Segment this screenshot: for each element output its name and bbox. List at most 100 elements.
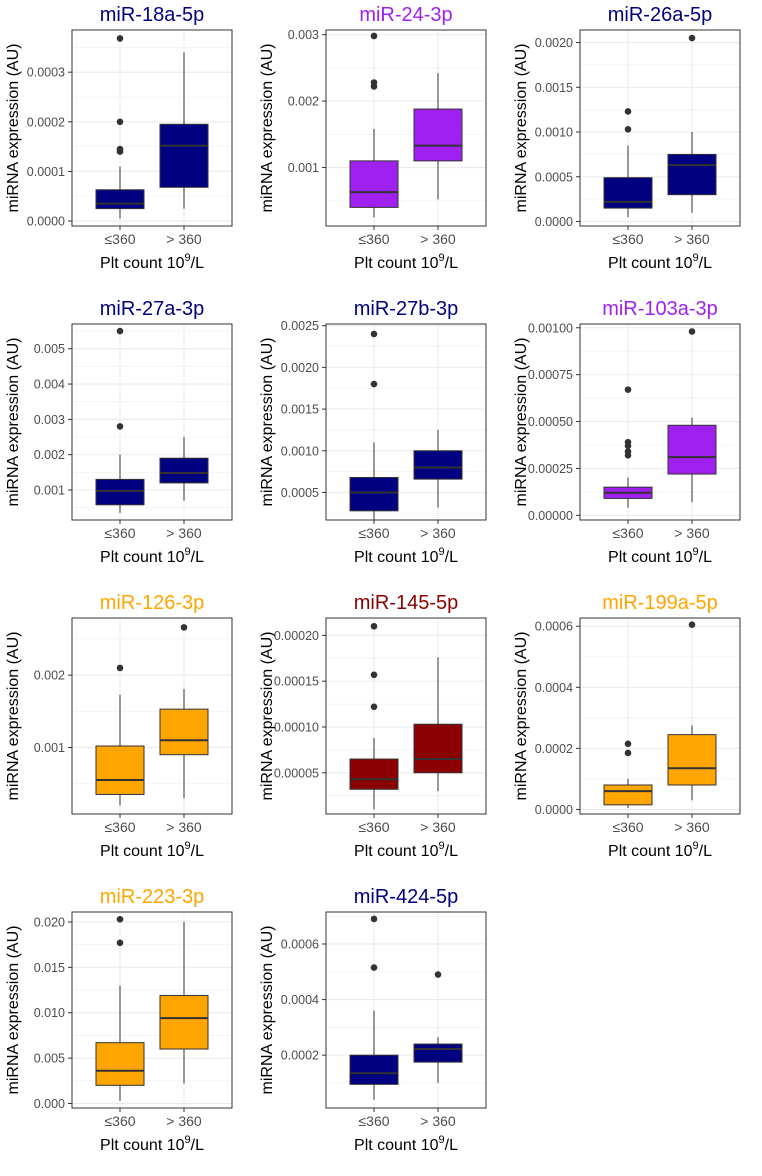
panel-mir-26a-5p: 0.0000 0.0005 0.0010 0.0015 0.0020 ≤360 > 360 m… bbox=[508, 0, 762, 294]
iqr-box bbox=[413, 1043, 463, 1063]
panel-title: miR-223-3p bbox=[100, 886, 204, 908]
boxplot-svg: 0.0002 0.0004 0.0006 ≤360 > 360 miR-424-5p Plt… bbox=[259, 886, 487, 1154]
y-tick-label: 0.0025 bbox=[281, 319, 319, 333]
y-axis-label: miRNA expression (AU) bbox=[5, 632, 22, 801]
y-axis-label: miRNA expression (AU) bbox=[5, 338, 22, 507]
y-tick-label: 0.00015 bbox=[274, 675, 319, 689]
y-tick-label: 0.0000 bbox=[535, 215, 573, 229]
x-tick-label: > 360 bbox=[420, 1113, 456, 1129]
x-axis-label: Plt count 109/L bbox=[354, 840, 458, 860]
iqr-box bbox=[603, 784, 653, 806]
outlier-point bbox=[688, 328, 696, 335]
y-tick-label: 0.0003 bbox=[27, 66, 65, 80]
y-tick-label: 0.00075 bbox=[528, 368, 573, 382]
y-tick-label: 0.0000 bbox=[535, 803, 573, 817]
outlier-point bbox=[370, 380, 378, 388]
iqr-box bbox=[349, 1054, 399, 1085]
outlier-point bbox=[116, 939, 124, 947]
outlier-point bbox=[688, 621, 696, 629]
plot-border bbox=[325, 911, 487, 1109]
panel-mir-103a-3p: 0.00000 0.00025 0.00050 0.00075 0.00100 ≤360 >… bbox=[508, 294, 762, 588]
panel-title: miR-27b-3p bbox=[354, 298, 458, 320]
y-tick-label: 0.00010 bbox=[274, 720, 319, 734]
box-low-plt bbox=[603, 108, 653, 218]
x-tick-label: ≤360 bbox=[104, 819, 135, 835]
box-high-plt bbox=[413, 657, 463, 792]
outlier-point bbox=[116, 423, 124, 430]
outlier-point bbox=[624, 386, 632, 393]
y-tick-label: 0.00100 bbox=[528, 321, 573, 335]
x-axis-label: Plt count 109/L bbox=[354, 1134, 458, 1154]
y-tick-label: 0.0005 bbox=[281, 486, 319, 500]
iqr-box bbox=[667, 424, 717, 475]
y-tick-label: 0.0004 bbox=[281, 993, 319, 1007]
box-low-plt bbox=[349, 330, 399, 524]
iqr-box bbox=[159, 457, 209, 484]
x-tick-label: > 360 bbox=[166, 1113, 202, 1129]
x-axis-label: Plt count 109/L bbox=[100, 252, 204, 272]
y-tick-label: 0.0002 bbox=[281, 1049, 319, 1063]
box-high-plt bbox=[667, 328, 717, 503]
x-tick-label: ≤360 bbox=[358, 525, 389, 541]
y-tick-label: 0.0015 bbox=[535, 81, 573, 95]
plot-border bbox=[71, 617, 233, 815]
x-tick-label: ≤360 bbox=[104, 1113, 135, 1129]
y-tick-label: 0.0002 bbox=[535, 742, 573, 756]
panel-title: miR-199a-5p bbox=[602, 592, 718, 614]
outlier-point bbox=[370, 32, 378, 40]
y-tick-label: 0.0010 bbox=[535, 126, 573, 140]
iqr-box bbox=[95, 189, 145, 210]
x-tick-label: ≤360 bbox=[612, 819, 643, 835]
boxplot-svg: 0.0000 0.0005 0.0010 0.0015 0.0020 ≤360 > 360 m… bbox=[513, 4, 741, 272]
x-axis-label: Plt count 109/L bbox=[100, 546, 204, 566]
outlier-point bbox=[116, 915, 124, 923]
outlier-point bbox=[370, 79, 378, 86]
y-tick-label: 0.0001 bbox=[27, 165, 65, 179]
x-axis-label: Plt count 109/L bbox=[608, 252, 712, 272]
box-high-plt bbox=[667, 34, 717, 213]
boxplot-svg: 0.0000 0.0001 0.0002 0.0003 ≤360 > 360 miR-18a… bbox=[5, 4, 233, 272]
y-tick-label: 0.001 bbox=[34, 741, 65, 755]
y-tick-label: 0.001 bbox=[288, 161, 319, 175]
outlier-point bbox=[624, 108, 632, 115]
x-tick-label: ≤360 bbox=[612, 231, 643, 247]
box-low-plt bbox=[603, 740, 653, 808]
y-axis-label: miRNA expression (AU) bbox=[259, 632, 276, 801]
panel-title: miR-26a-5p bbox=[608, 4, 712, 26]
iqr-box bbox=[667, 153, 717, 196]
box-high-plt bbox=[159, 437, 209, 501]
boxplot-svg: 0.001 0.002 ≤360 > 360 miR-126-3p Plt count 1… bbox=[5, 592, 233, 860]
y-axis-label: miRNA expression (AU) bbox=[513, 338, 530, 507]
y-tick-label: 0.002 bbox=[34, 669, 65, 683]
panel-title: miR-424-5p bbox=[354, 886, 458, 908]
y-tick-label: 0.0010 bbox=[281, 444, 319, 458]
panel-mir-223-3p: 0.000 0.005 0.010 0.015 0.020 ≤360 > 360 miR-22… bbox=[0, 882, 254, 1176]
box-high-plt bbox=[159, 52, 209, 209]
x-tick-label: > 360 bbox=[166, 819, 202, 835]
outlier-point bbox=[116, 664, 124, 672]
y-tick-label: 0.004 bbox=[34, 378, 65, 392]
boxplot-svg: 0.001 0.002 0.003 ≤360 > 360 miR-24-3p Plt cou… bbox=[259, 4, 487, 272]
plot-border bbox=[325, 617, 487, 815]
y-tick-label: 0.002 bbox=[288, 95, 319, 109]
panel-mir-199a-5p: 0.0000 0.0002 0.0004 0.0006 ≤360 > 360 miR-199… bbox=[508, 588, 762, 882]
panel-title: miR-126-3p bbox=[100, 592, 204, 614]
plot-border bbox=[325, 29, 487, 227]
panel-mir-27b-3p: 0.0005 0.0010 0.0015 0.0020 0.0025 ≤360 > 360 m… bbox=[254, 294, 508, 588]
y-tick-label: 0.00025 bbox=[528, 462, 573, 476]
iqr-box bbox=[95, 1042, 145, 1086]
y-tick-label: 0.020 bbox=[34, 915, 65, 929]
y-tick-label: 0.015 bbox=[34, 961, 65, 975]
box-low-plt bbox=[95, 915, 145, 1101]
outlier-point bbox=[116, 118, 124, 126]
y-tick-label: 0.000 bbox=[34, 1097, 65, 1111]
x-axis-label: Plt count 109/L bbox=[608, 546, 712, 566]
y-tick-label: 0.0006 bbox=[535, 620, 573, 634]
x-tick-label: ≤360 bbox=[104, 525, 135, 541]
box-high-plt bbox=[413, 429, 463, 508]
iqr-box bbox=[159, 708, 209, 756]
x-tick-label: > 360 bbox=[420, 819, 456, 835]
panel-mir-24-3p: 0.001 0.002 0.003 ≤360 > 360 miR-24-3p Plt cou… bbox=[254, 0, 508, 294]
boxplot-svg: 0.000 0.005 0.010 0.015 0.020 ≤360 > 360 miR-22… bbox=[5, 886, 233, 1154]
plot-border bbox=[579, 29, 741, 227]
